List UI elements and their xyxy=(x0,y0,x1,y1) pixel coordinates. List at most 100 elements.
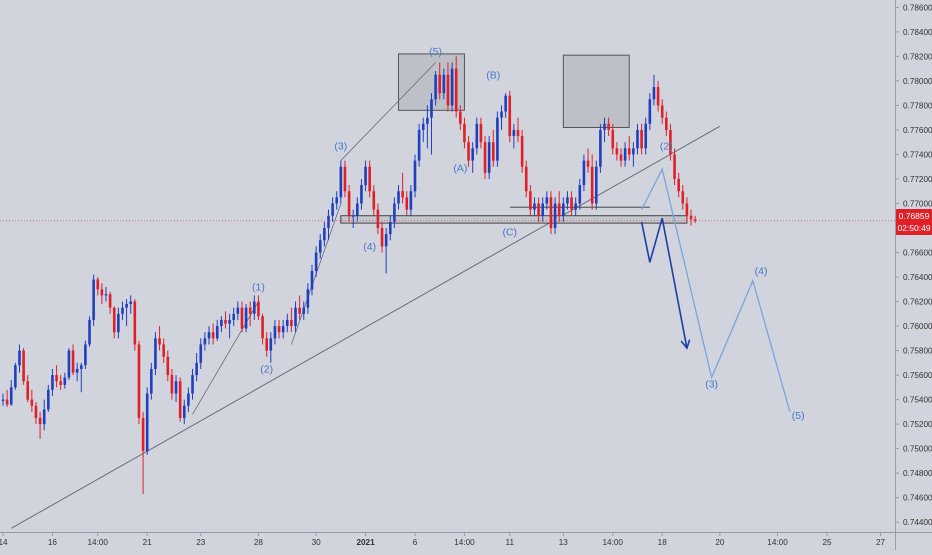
candle-body xyxy=(681,191,685,204)
candle-body xyxy=(310,270,314,290)
candle xyxy=(253,295,256,320)
candle xyxy=(314,246,318,278)
candle xyxy=(191,368,194,400)
candle xyxy=(96,277,100,296)
candle xyxy=(318,234,322,259)
candle xyxy=(248,301,252,327)
candle xyxy=(376,203,380,235)
candle xyxy=(195,353,198,382)
candle xyxy=(26,375,30,403)
candle-body xyxy=(145,393,149,452)
candle xyxy=(310,264,314,296)
x-tick-label: 30 xyxy=(312,538,322,547)
candle xyxy=(475,117,479,155)
candle-body xyxy=(487,142,491,173)
support-band[interactable] xyxy=(340,215,688,224)
candle xyxy=(285,313,289,333)
candle xyxy=(170,368,174,400)
candle-body xyxy=(335,197,339,204)
candle-body xyxy=(467,142,470,161)
projection-primary-path[interactable] xyxy=(640,217,688,349)
y-tick-label: 0.76000 xyxy=(903,322,932,331)
candle xyxy=(158,326,161,351)
candle-body xyxy=(677,178,680,192)
candle-body xyxy=(656,87,660,106)
price-axis[interactable]: 0.78600 0.78400 0.78200 0.78000 0.77800 0.776… xyxy=(895,3,932,527)
candle xyxy=(438,62,442,100)
candle-body xyxy=(413,160,417,192)
x-tick-label: 16 xyxy=(48,538,58,547)
candle-body xyxy=(360,185,363,204)
candle xyxy=(401,172,404,204)
candle-body xyxy=(162,344,165,357)
candle xyxy=(112,306,116,339)
candle-body xyxy=(269,338,273,351)
candle-body xyxy=(318,240,322,253)
main-trendline[interactable] xyxy=(10,125,721,529)
candle-body xyxy=(228,319,231,324)
candle-body xyxy=(141,418,145,452)
candle xyxy=(79,362,83,393)
candle xyxy=(454,56,458,118)
candle-body xyxy=(22,350,25,382)
candle xyxy=(34,402,38,425)
x-tick-label: 14:00 xyxy=(88,538,109,547)
candle-body xyxy=(166,356,170,376)
candle-body xyxy=(562,203,565,216)
candle-body xyxy=(71,350,75,373)
candle xyxy=(459,105,462,130)
candle xyxy=(335,191,339,210)
candle xyxy=(644,117,648,155)
candle xyxy=(277,319,281,339)
candle-body xyxy=(368,166,371,192)
time-axis[interactable]: 14 16 14:00 21 23 28 30 2021 6 14:00 11 13 14:00 18 20… xyxy=(0,532,886,547)
wave-trendline-1[interactable] xyxy=(192,301,259,415)
current-price-tag-bg xyxy=(896,209,932,235)
candle xyxy=(323,221,326,247)
y-tick-label: 0.75400 xyxy=(903,396,932,405)
candle xyxy=(331,197,334,222)
candle xyxy=(18,344,21,373)
x-tick-label: 28 xyxy=(254,538,264,547)
candle-body xyxy=(508,95,512,137)
candle-body xyxy=(285,319,289,327)
candle-body xyxy=(586,160,590,167)
candle xyxy=(405,191,409,216)
candle xyxy=(557,191,561,222)
candle-body xyxy=(545,197,549,204)
candle xyxy=(290,307,293,333)
candle xyxy=(145,387,149,455)
candle-body xyxy=(199,344,203,363)
x-tick-label: 27 xyxy=(876,538,886,547)
candle xyxy=(681,185,685,210)
highlight-box-2[interactable] xyxy=(562,54,630,128)
candle xyxy=(491,129,495,167)
candle-body xyxy=(640,129,643,149)
wave-label: (5) xyxy=(429,46,442,58)
y-tick-label: 0.78400 xyxy=(903,28,932,37)
candle xyxy=(356,197,359,222)
candle-body xyxy=(463,123,466,143)
candle-body xyxy=(594,166,598,204)
candle-body xyxy=(557,203,561,216)
candle-body xyxy=(117,313,120,333)
candle-body xyxy=(426,117,429,124)
candle-body xyxy=(533,203,536,210)
projection-alt-path[interactable] xyxy=(641,167,791,413)
wave-label: (2) xyxy=(660,141,673,153)
candle-body xyxy=(479,123,483,143)
y-tick-label: 0.76600 xyxy=(903,249,932,258)
candle xyxy=(84,340,87,369)
candle xyxy=(607,117,610,137)
candle-body xyxy=(421,123,425,130)
candle-body xyxy=(5,399,9,405)
candle-body xyxy=(442,74,446,94)
candle-body xyxy=(88,319,91,345)
candle xyxy=(479,117,483,149)
wave-trendline-3[interactable] xyxy=(340,62,436,161)
candle xyxy=(450,62,454,112)
candle-body xyxy=(59,381,62,385)
candle-body xyxy=(30,399,34,406)
candle-body xyxy=(170,375,174,394)
